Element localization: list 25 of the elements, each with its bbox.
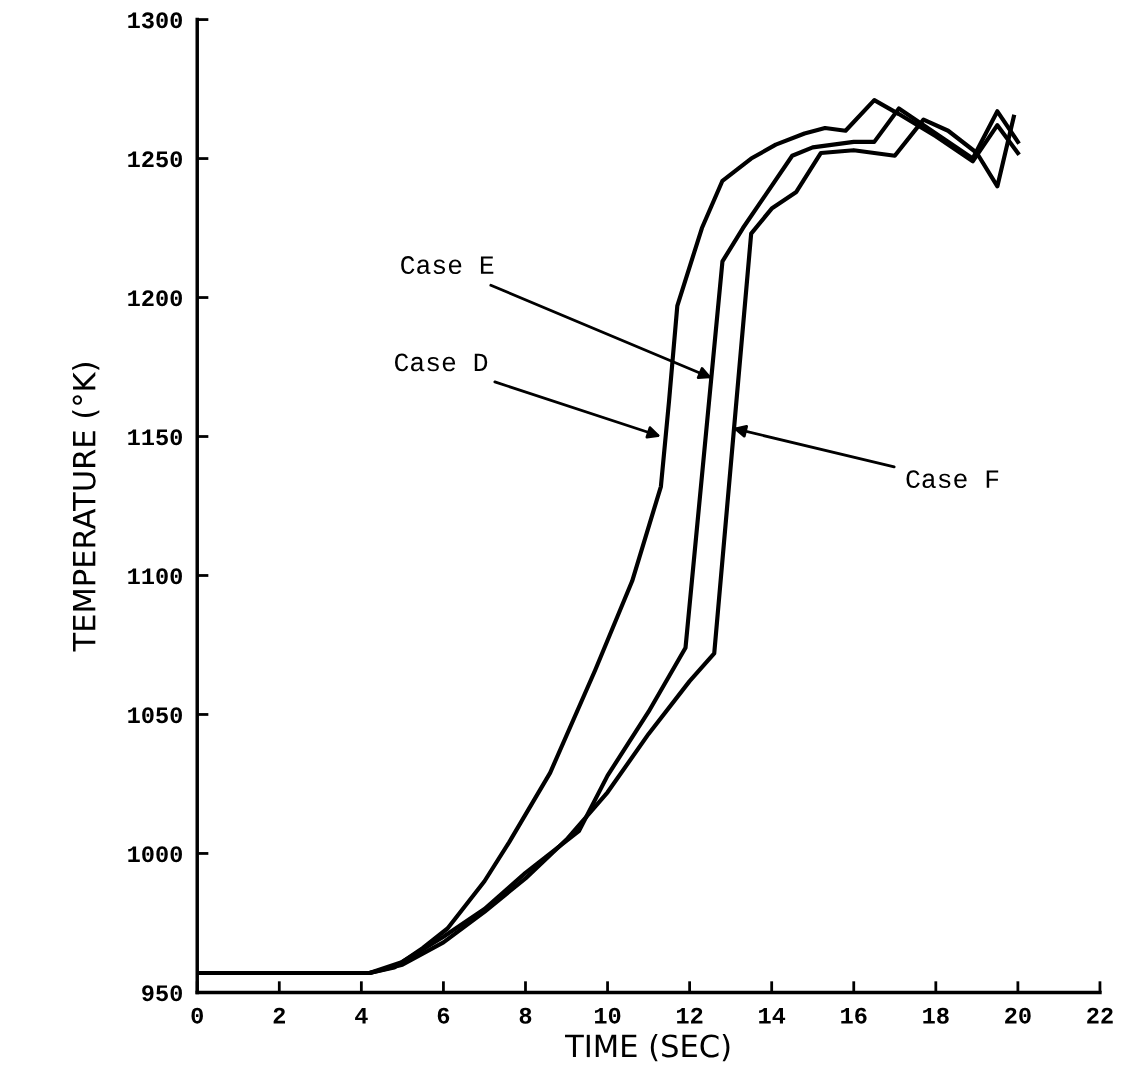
y-tick-label: 1050 — [128, 707, 182, 724]
annotation: Case F — [906, 470, 999, 489]
x-tick-label: 14 — [759, 1007, 786, 1024]
y-tick-label: 1300 — [128, 12, 182, 29]
x-tick-label: 10 — [594, 1007, 621, 1024]
y-tick-label: 950 — [142, 985, 182, 1002]
x-axis-title: TIME (SEC) — [565, 1033, 730, 1062]
annotation: Case E — [401, 256, 494, 275]
x-tick-label: 12 — [677, 1007, 703, 1024]
annotation: Case D — [394, 353, 488, 372]
y-tick-label: 1200 — [128, 290, 182, 307]
y-tick-label: 1100 — [128, 568, 182, 585]
x-tick-label: 2 — [273, 1007, 285, 1024]
x-tick-label: 6 — [437, 1007, 450, 1024]
x-tick-label: 22 — [1087, 1007, 1113, 1024]
x-tick-label: 18 — [923, 1007, 949, 1024]
y-tick-label: 1250 — [128, 151, 182, 168]
x-tick-label: 4 — [355, 1007, 368, 1024]
x-tick-label: 0 — [191, 1007, 203, 1024]
x-tick-label: 8 — [519, 1007, 532, 1024]
y-axis-title: TEMPERATURE (°K) — [72, 363, 100, 652]
y-tick-label: 1150 — [128, 429, 182, 446]
y-tick-label: 1000 — [128, 846, 182, 863]
x-tick-label: 16 — [841, 1007, 867, 1024]
x-tick-label: 20 — [1005, 1007, 1031, 1024]
